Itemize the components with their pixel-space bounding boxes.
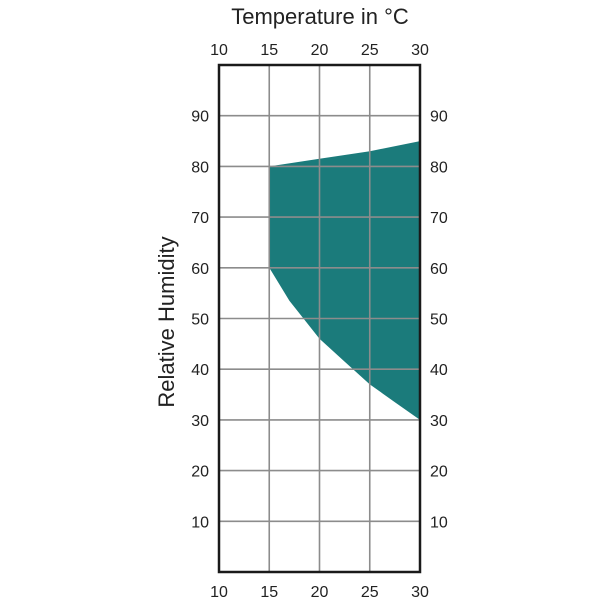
x-tick-label-bottom-30: 30	[411, 584, 429, 600]
comfort-region	[269, 141, 420, 420]
y-tick-label-right-20: 20	[430, 464, 448, 481]
y-tick-label-right-30: 30	[430, 413, 448, 430]
plot-frame	[217, 63, 422, 574]
y-tick-label-left-80: 80	[191, 159, 209, 176]
y-tick-label-right-40: 40	[430, 362, 448, 379]
y-tick-label-right-70: 70	[430, 210, 448, 227]
y-tick-label-right-50: 50	[430, 312, 448, 329]
y-tick-label-left-40: 40	[191, 362, 209, 379]
plot-area: 10 10 15 15 20 20 25 25 30 30 10 10 20 20 30 30 40 40 50 50…	[191, 42, 448, 600]
y-tick-label-left-60: 60	[191, 261, 209, 278]
y-tick-label-left-90: 90	[191, 109, 209, 126]
y-tick-label-right-90: 90	[430, 109, 448, 126]
y-tick-label-left-70: 70	[191, 210, 209, 227]
y-axis-title: Relative Humidity	[154, 236, 179, 407]
x-tick-label-top-20: 20	[311, 42, 329, 59]
x-tick-label-top-25: 25	[361, 42, 379, 59]
x-tick-label-bottom-25: 25	[361, 584, 379, 600]
x-tick-label-bottom-10: 10	[210, 584, 228, 600]
x-tick-label-bottom-20: 20	[311, 584, 329, 600]
x-tick-label-top-15: 15	[260, 42, 278, 59]
x-tick-label-top-30: 30	[411, 42, 429, 59]
y-tick-label-left-30: 30	[191, 413, 209, 430]
x-tick-label-bottom-15: 15	[260, 584, 278, 600]
x-tick-label-top-10: 10	[210, 42, 228, 59]
y-tick-label-right-80: 80	[430, 159, 448, 176]
y-tick-label-left-50: 50	[191, 312, 209, 329]
y-tick-label-left-20: 20	[191, 464, 209, 481]
x-axis-title: Temperature in °C	[231, 4, 409, 29]
y-tick-label-right-10: 10	[430, 514, 448, 531]
y-tick-label-right-60: 60	[430, 261, 448, 278]
y-tick-label-left-10: 10	[191, 514, 209, 531]
